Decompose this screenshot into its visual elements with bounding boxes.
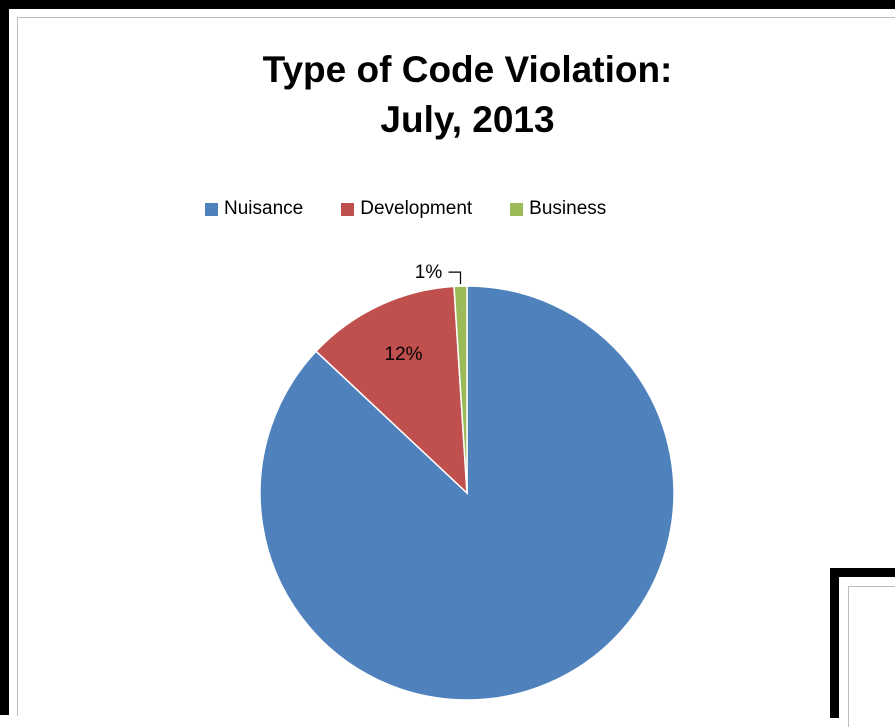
pie-slice-business — [453, 285, 468, 494]
inset-panel-border — [848, 586, 895, 727]
chart-title-line-1: Type of Code Violation: — [262, 49, 673, 90]
legend-item-nuisance: Nuisance — [205, 198, 303, 220]
legend-label-development: Development — [360, 198, 473, 219]
chart-title-line-2: July, 2013 — [380, 99, 555, 140]
legend-item-business: Business — [510, 198, 606, 220]
legend-swatch-business — [510, 202, 524, 216]
legend-swatch-nuisance — [205, 202, 218, 216]
leader-line-business — [448, 271, 462, 285]
legend-label-business: Business — [529, 198, 607, 219]
data-label-development: 12% — [385, 344, 423, 365]
chart-legend: Nuisance Development Business — [205, 198, 644, 220]
chart-inner-border — [17, 17, 895, 716]
legend-label-nuisance: Nuisance — [224, 198, 304, 219]
data-label-business: 1% — [415, 262, 443, 283]
legend-swatch-development — [341, 202, 355, 216]
legend-item-development: Development — [341, 198, 472, 220]
pie-slice-nuisance — [259, 285, 675, 701]
chart-title: Type of Code Violation: July, 2013 — [0, 45, 895, 145]
inset-panel-edge — [830, 568, 895, 718]
pie-slice-development — [315, 285, 468, 495]
